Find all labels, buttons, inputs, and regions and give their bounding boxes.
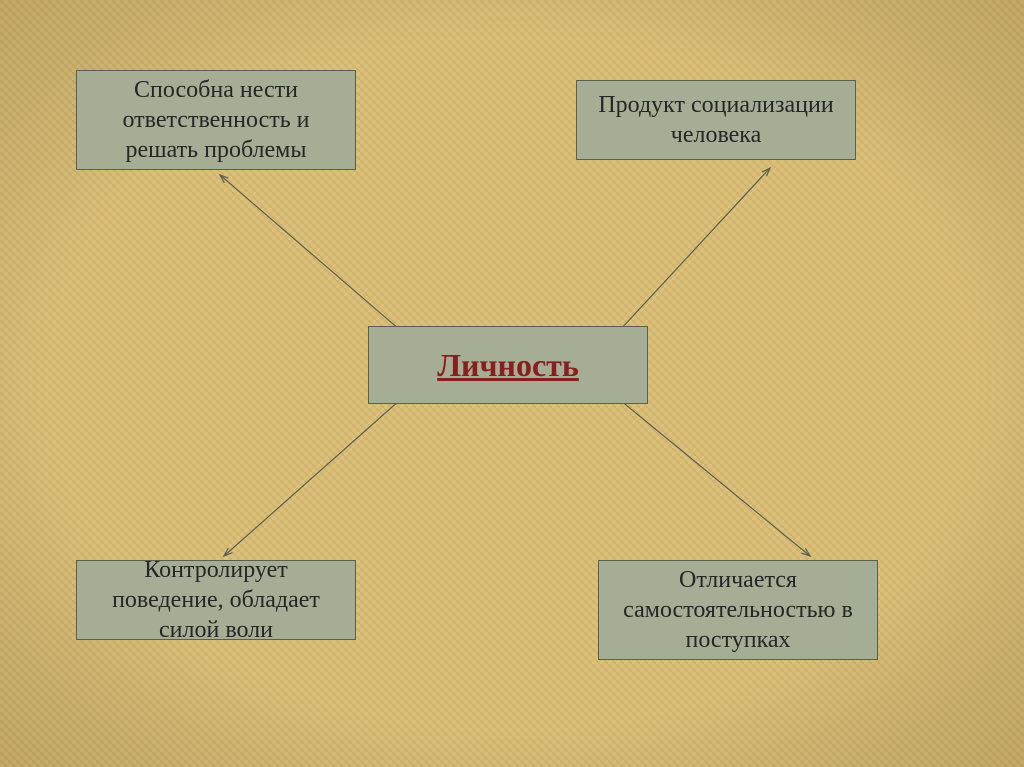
center-node: Личность	[368, 326, 648, 404]
center-node-label: Личность	[437, 345, 579, 385]
bottom-right-node-label: Отличается самостоятельностью в поступка…	[609, 565, 867, 655]
diagram-canvas: Личность Способна нести ответственность …	[0, 0, 1024, 767]
bottom-left-node-label: Контролирует поведение, обладает силой в…	[87, 555, 345, 645]
top-right-node-label: Продукт социализации человека	[587, 90, 845, 150]
top-left-node-label: Способна нести ответственность и решать …	[87, 75, 345, 165]
top-left-node: Способна нести ответственность и решать …	[76, 70, 356, 170]
bottom-right-node: Отличается самостоятельностью в поступка…	[598, 560, 878, 660]
bottom-left-node: Контролирует поведение, обладает силой в…	[76, 560, 356, 640]
top-right-node: Продукт социализации человека	[576, 80, 856, 160]
